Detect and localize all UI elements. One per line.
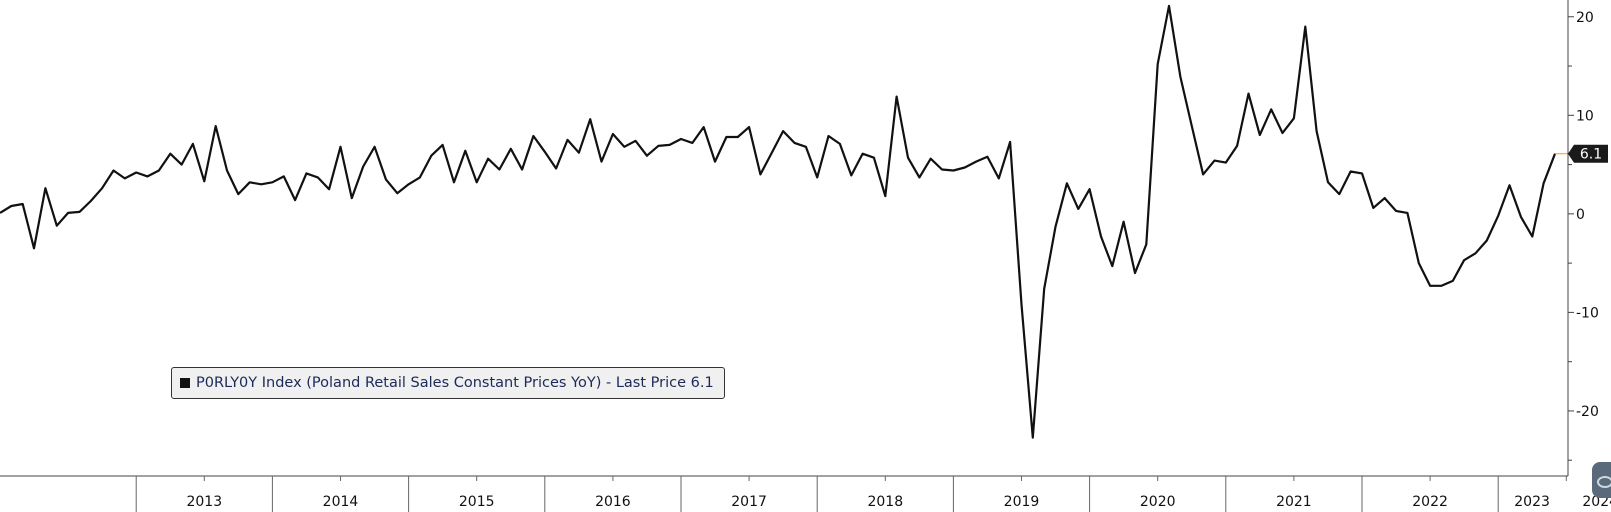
y-tick-label: 10 bbox=[1576, 108, 1594, 124]
x-tick-label: 2019 bbox=[1004, 494, 1040, 510]
x-tick-label: 2023 bbox=[1514, 494, 1550, 510]
x-tick-label: 2013 bbox=[186, 494, 222, 510]
x-tick-label: 2014 bbox=[323, 494, 359, 510]
legend: P0RLY0Y Index (Poland Retail Sales Const… bbox=[171, 367, 725, 399]
last-price-label: 6.1 bbox=[1580, 147, 1602, 163]
x-tick-label: 2017 bbox=[731, 494, 767, 510]
x-axis: 2013 2014 2015 2016 2017 2018 2019 2020 2021 2022… bbox=[0, 475, 1611, 512]
x-tick-label: 2015 bbox=[459, 494, 495, 510]
legend-swatch bbox=[180, 378, 190, 388]
y-tick-label: -10 bbox=[1576, 305, 1599, 321]
chat-bubble-icon[interactable] bbox=[1592, 462, 1611, 498]
plot-area bbox=[0, 4, 1568, 439]
x-tick-label: 2022 bbox=[1412, 494, 1448, 510]
y-tick-label: -20 bbox=[1576, 404, 1599, 420]
x-tick-label: 2021 bbox=[1276, 494, 1312, 510]
x-tick-label: 2020 bbox=[1140, 494, 1176, 510]
x-tick-label: 2018 bbox=[867, 494, 903, 510]
x-tick-label: 2016 bbox=[595, 494, 631, 510]
y-tick-label: 20 bbox=[1576, 10, 1594, 26]
legend-label: P0RLY0Y Index (Poland Retail Sales Const… bbox=[196, 375, 714, 391]
y-tick-label: 0 bbox=[1576, 207, 1585, 223]
last-price-tag bbox=[1568, 144, 1608, 163]
series-line bbox=[0, 4, 1557, 439]
x-tick-label: 2024 bbox=[1582, 494, 1611, 510]
y-axis: 20 10 0 -10 -20 6.1 bbox=[1567, 0, 1608, 476]
